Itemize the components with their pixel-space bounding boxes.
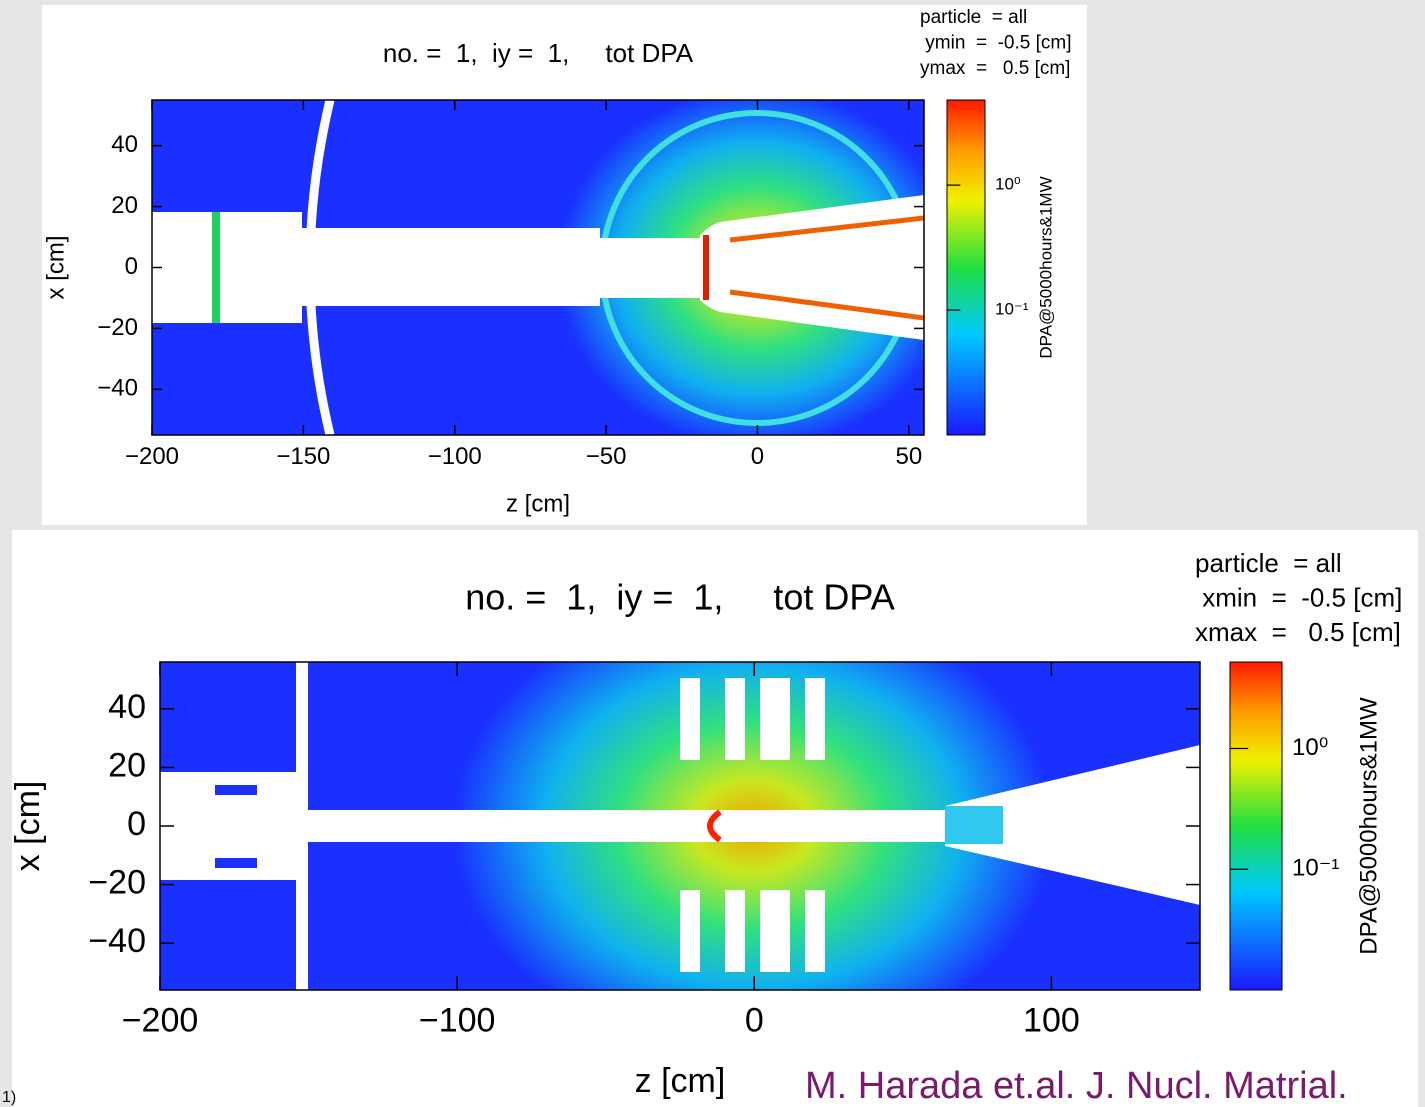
x-tick-label: −100 <box>428 443 482 470</box>
footnote: 1) <box>2 1089 16 1106</box>
y-tick-label: 0 <box>127 805 146 843</box>
colorbar-tick-label: 10⁻¹ <box>995 300 1029 319</box>
y-tick-label: 0 <box>125 253 138 280</box>
x-tick-label: −200 <box>122 1001 199 1039</box>
x-tick-label: −50 <box>586 443 627 470</box>
x-axis-label: z [cm] <box>506 490 570 517</box>
y-tick-label: −20 <box>97 314 138 341</box>
legend-text: xmax = 0.5 [cm] <box>1195 617 1401 647</box>
colorbar <box>946 99 986 436</box>
y-tick-label: 40 <box>111 131 138 158</box>
citation: M. Harada et.al. J. Nucl. Matrial. <box>805 1065 1348 1107</box>
colorbar-tick-label: 10⁰ <box>995 175 1021 194</box>
legend-text: xmin = -0.5 [cm] <box>1195 582 1402 612</box>
y-tick-label: 20 <box>111 192 138 219</box>
y-axis-label: x [cm] <box>9 781 47 872</box>
colorbar-label: DPA@5000hours&1MW <box>1355 697 1382 955</box>
chart-title: no. = 1, iy = 1, tot DPA <box>383 38 694 68</box>
y-tick-label: −20 <box>88 864 146 902</box>
colorbar <box>1229 661 1283 991</box>
x-tick-label: −150 <box>276 443 330 470</box>
y-axis-label: x [cm] <box>42 236 69 300</box>
colorbar-tick-label: 10⁻¹ <box>1292 855 1339 882</box>
y-tick-label: −40 <box>88 922 146 960</box>
x-tick-label: 100 <box>1023 1001 1080 1039</box>
legend-text: ymin = -0.5 [cm] <box>920 33 1072 54</box>
x-tick-label: 0 <box>751 443 764 470</box>
legend-text: ymax = 0.5 [cm] <box>920 58 1070 79</box>
y-tick-label: −40 <box>97 375 138 402</box>
y-tick-label: 20 <box>108 746 146 784</box>
x-tick-label: −200 <box>125 443 179 470</box>
x-tick-label: −100 <box>419 1001 496 1039</box>
x-tick-label: 0 <box>745 1001 764 1039</box>
x-tick-label: 50 <box>896 443 923 470</box>
x-axis-label: z [cm] <box>635 1062 726 1100</box>
colorbar-tick-label: 10⁰ <box>1292 734 1328 761</box>
legend-text: particle = all <box>1195 548 1342 578</box>
heatmap <box>152 100 924 435</box>
colorbar-label: DPA@5000hours&1MW <box>1036 176 1055 358</box>
chart-title: no. = 1, iy = 1, tot DPA <box>465 577 895 618</box>
heatmap <box>160 662 1200 990</box>
legend-text: particle = all <box>920 7 1027 28</box>
y-tick-label: 40 <box>108 688 146 726</box>
